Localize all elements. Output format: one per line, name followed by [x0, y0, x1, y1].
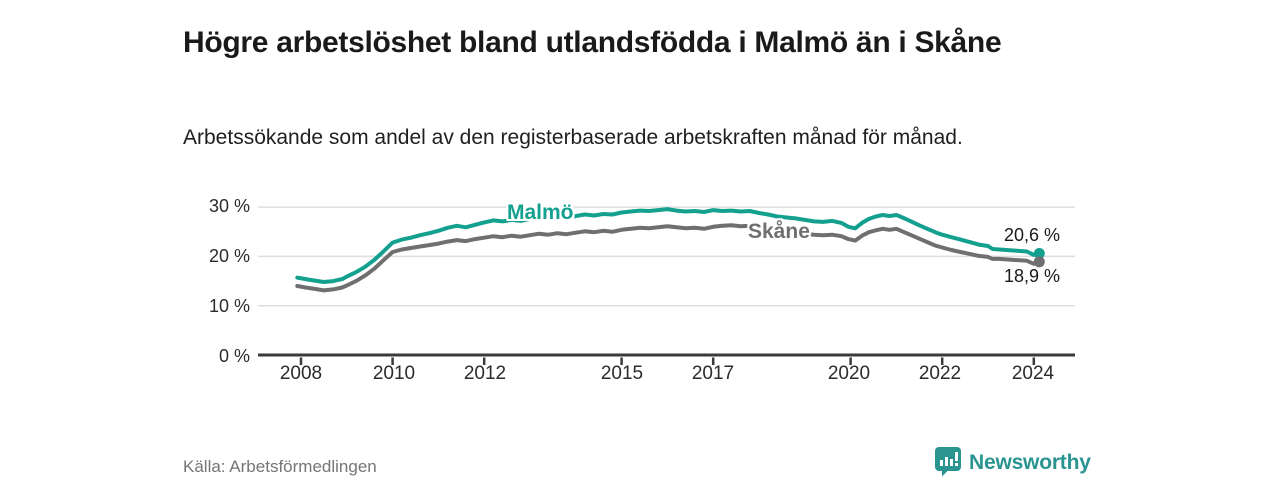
x-tick-2010: 2010: [372, 363, 416, 384]
line-chart-canvas: [258, 206, 1075, 365]
x-tick-2022: 2022: [918, 363, 962, 384]
y-tick-0: 0 %: [218, 346, 250, 366]
end-dot-skåne: [1033, 256, 1045, 268]
series-label-skane: Skåne: [748, 220, 810, 243]
series-line-skåne: [295, 223, 1042, 293]
series-line-malmö: [295, 207, 1042, 284]
chart-title: Högre arbetslöshet bland utlandsfödda i …: [183, 26, 1002, 60]
source-credit: Källa: Arbetsförmedlingen: [183, 457, 377, 476]
series-label-malmo: Malmö: [507, 201, 574, 224]
end-value-malmo: 20,6 %: [1004, 225, 1061, 245]
x-tick-2015: 2015: [600, 363, 644, 384]
x-tick-2012: 2012: [463, 363, 507, 384]
newsworthy-logo-icon: [935, 447, 961, 477]
y-tick-20: 20 %: [208, 246, 250, 266]
end-dot-malmö: [1033, 247, 1045, 259]
x-tick-2020: 2020: [827, 363, 871, 384]
newsworthy-logo-text: Newsworthy: [969, 450, 1091, 474]
x-tick-2017: 2017: [691, 363, 735, 384]
end-value-skane: 18,9 %: [1004, 266, 1061, 286]
x-tick-2008: 2008: [279, 363, 323, 384]
y-tick-10: 10 %: [208, 296, 250, 316]
newsworthy-logo: Newsworthy: [934, 446, 1091, 477]
chart-subtitle: Arbetssökande som andel av den registerb…: [183, 126, 963, 149]
x-tick-2024: 2024: [1011, 363, 1055, 384]
y-tick-30: 30 %: [208, 196, 250, 216]
